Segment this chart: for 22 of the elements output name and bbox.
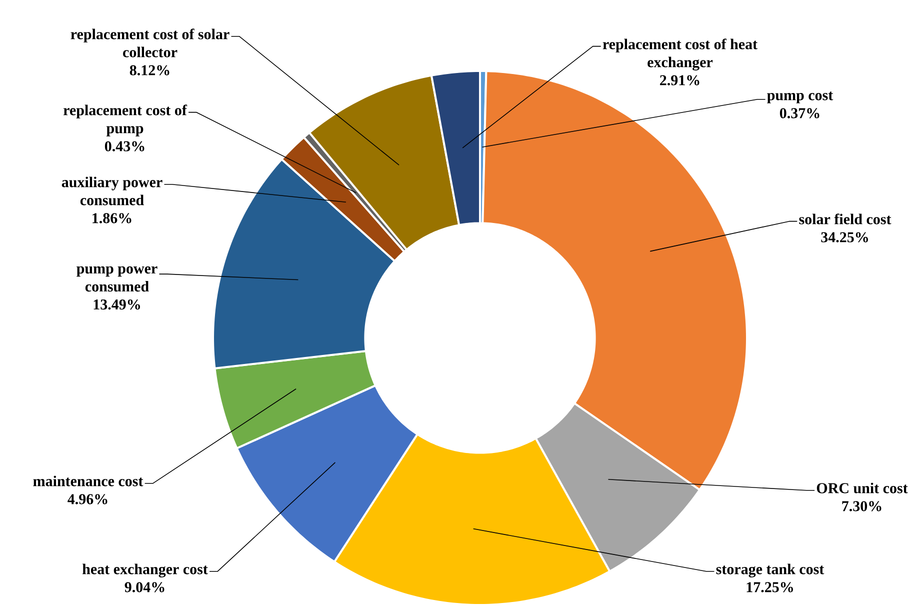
slice-label: pump power consumed [76, 266, 158, 292]
slice-label: auxiliary power consumed [62, 176, 162, 206]
data-label: 2.91% [660, 75, 700, 86]
data-label: 13.49% [94, 299, 140, 310]
slice-label: maintenance cost [33, 476, 144, 486]
slice-label: solar field cost [799, 214, 892, 224]
slice-label: heat exchanger cost [82, 564, 208, 578]
slice-label: replacement cost of pump [63, 104, 188, 136]
slice-label: pump cost [767, 92, 834, 104]
data-label: 4.96% [68, 494, 108, 504]
data-label: 1.86% [92, 213, 132, 224]
data-label: 34.25% [821, 232, 868, 242]
data-label: 0.43% [104, 141, 144, 152]
slice-label: replacement cost of heat exchanger [602, 38, 758, 70]
data-label: 0.37% [780, 108, 820, 118]
data-label: 9.04% [124, 582, 164, 592]
data-label: 7.30% [842, 501, 882, 512]
slice-label: replacement cost of solar collector [70, 28, 230, 58]
data-label: 8.12% [130, 65, 170, 76]
data-label: 17.25% [746, 582, 793, 592]
slice-label: storage tank cost [716, 564, 824, 578]
slice-label: ORC unit cost [816, 482, 908, 494]
